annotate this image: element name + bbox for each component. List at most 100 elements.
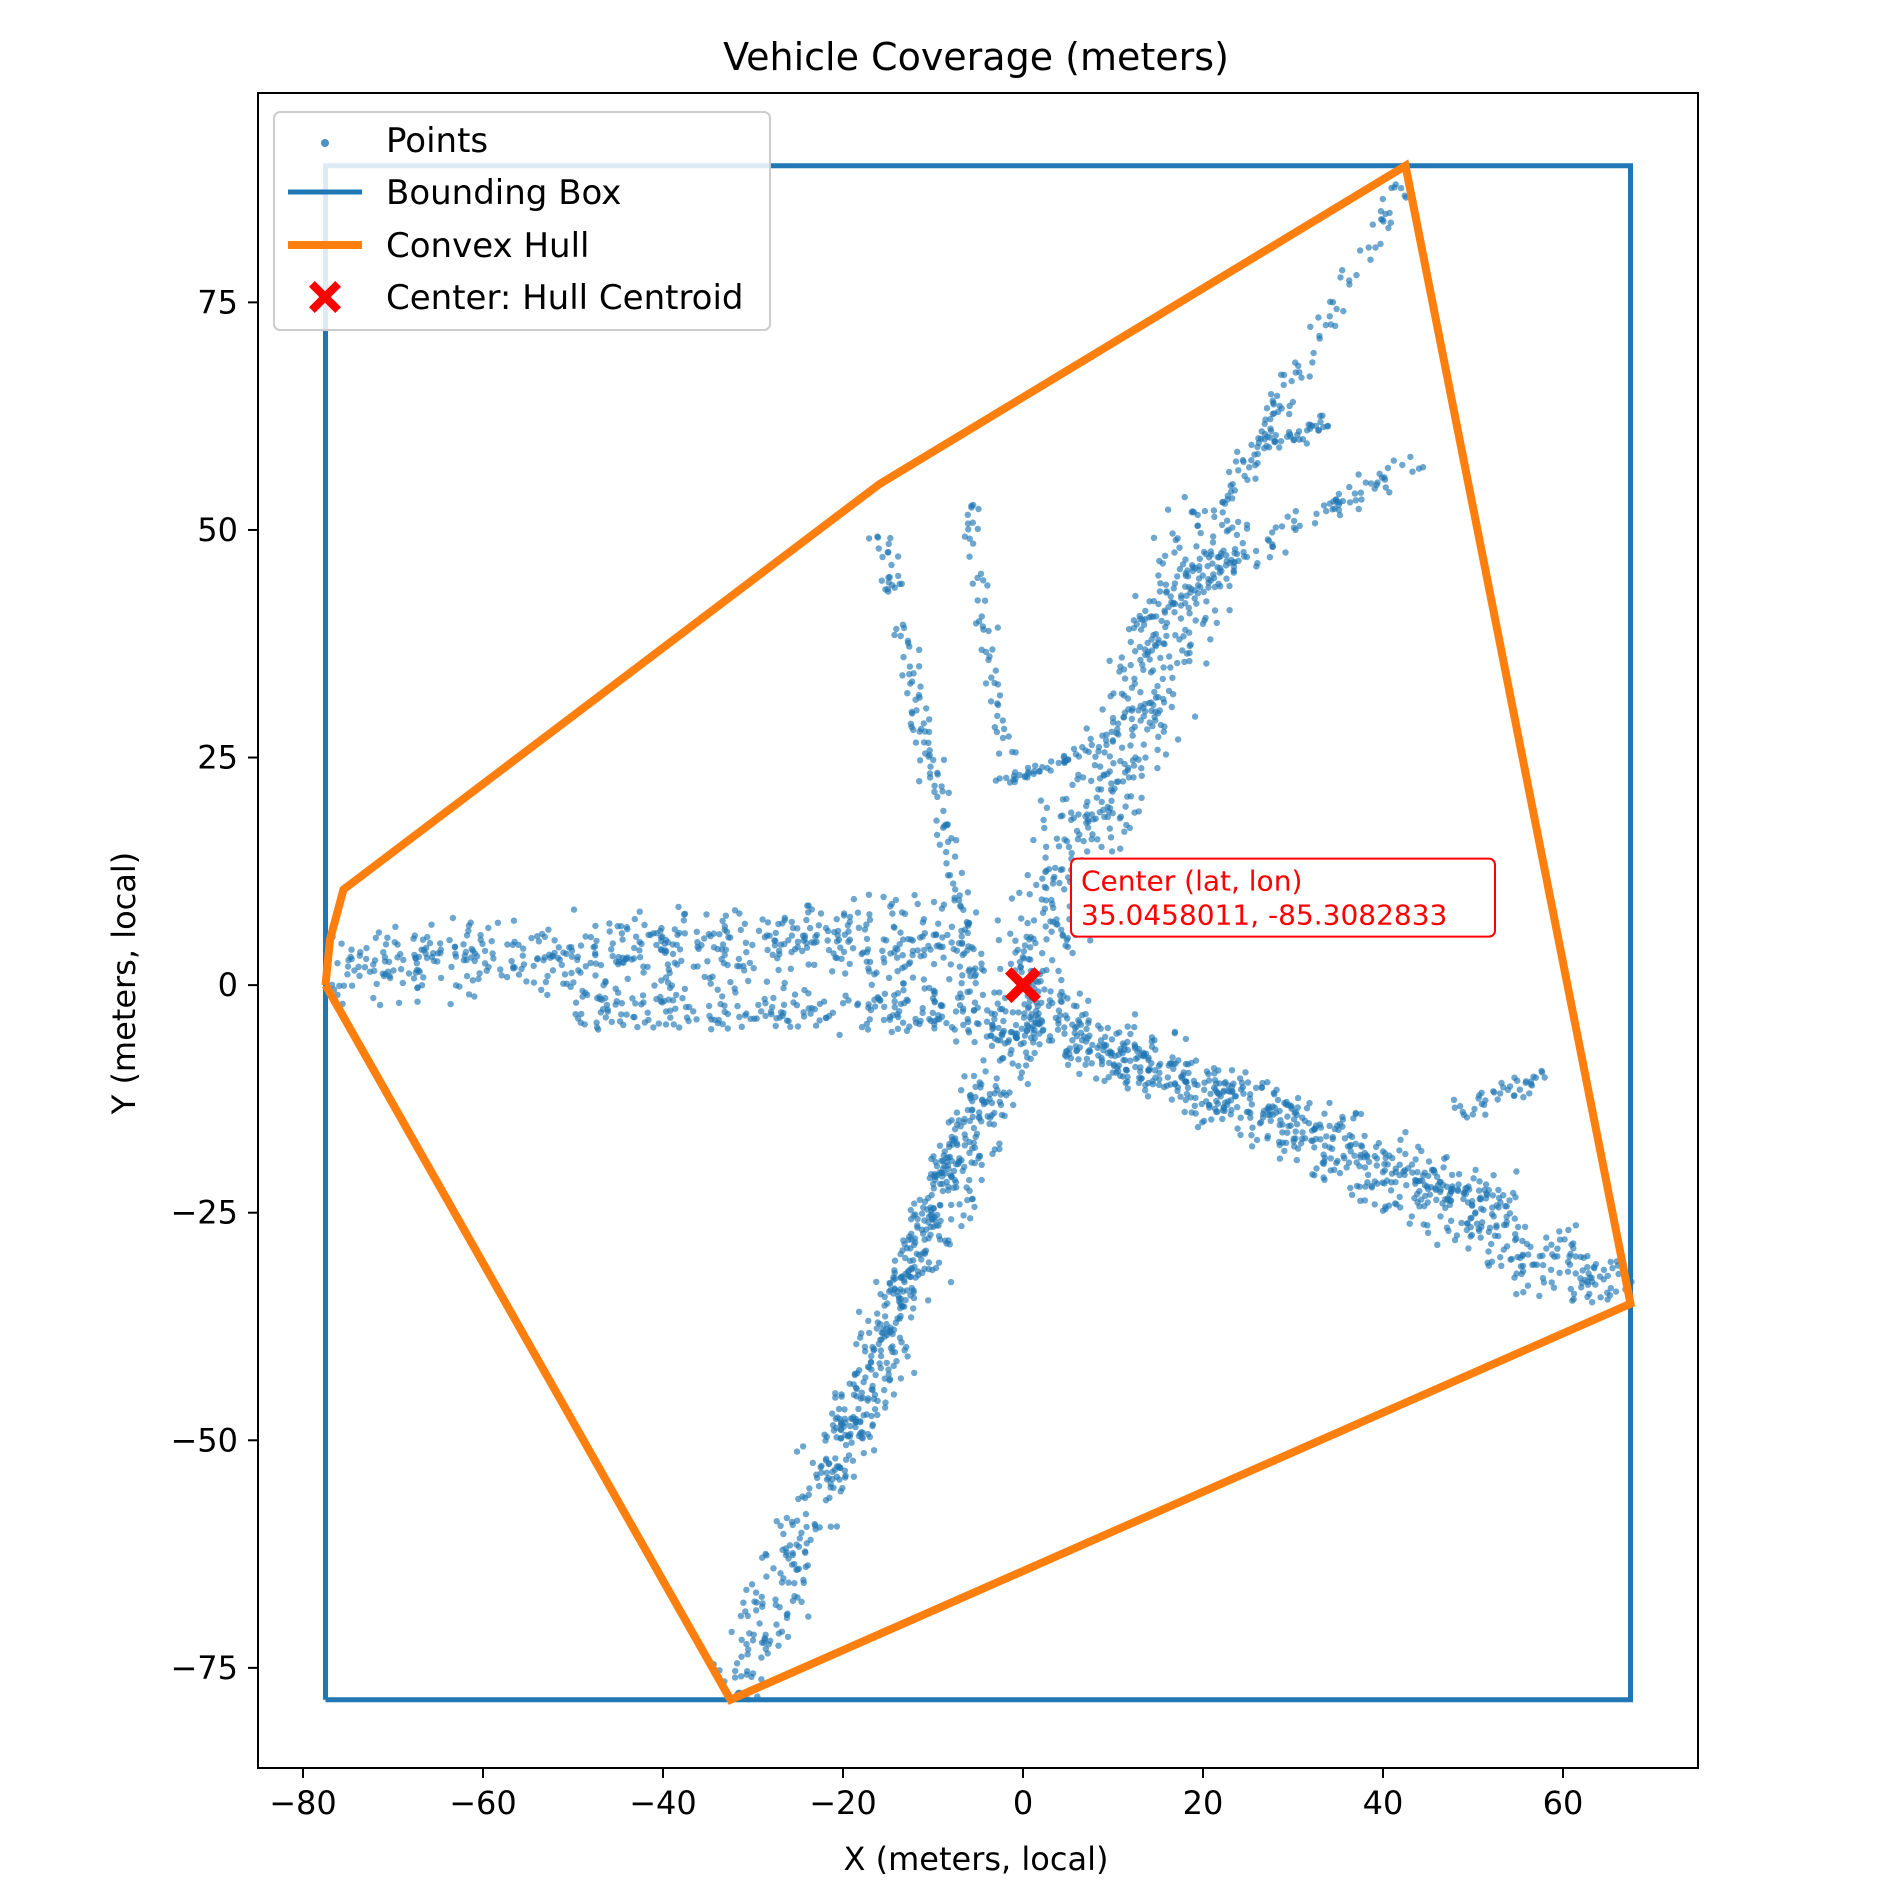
scatter-point [1020,948,1028,955]
scatter-point [1607,1284,1615,1292]
scatter-point [1042,868,1049,876]
scatter-point [912,739,920,746]
scatter-point [1425,1158,1433,1165]
scatter-point [951,1126,959,1133]
scatter-point [1151,641,1159,649]
scatter-point [1130,774,1137,781]
scatter-point [593,1019,600,1026]
scatter-point [334,960,341,967]
scatter-point [1144,639,1151,647]
scatter-point [885,540,892,548]
scatter-point [743,1671,750,1678]
scatter-point [1432,1185,1439,1192]
scatter-point [510,917,518,924]
scatter-point [978,613,985,620]
scatter-point [732,1667,739,1675]
scatter-point [995,1024,1002,1032]
scatter-point [1190,509,1198,516]
scatter-point [1239,456,1247,464]
scatter-point [1387,219,1395,226]
scatter-point [538,986,545,994]
scatter-point [1207,636,1214,643]
scatter-point [1042,897,1050,904]
scatter-point [1271,1091,1278,1098]
scatter-point [1606,1292,1614,1299]
scatter-point [755,927,763,934]
scatter-point [1134,1054,1141,1061]
scatter-point [1507,1256,1514,1263]
scatter-point [722,912,730,919]
scatter-point [1038,999,1045,1006]
scatter-point [400,956,407,964]
scatter-point [913,707,920,714]
scatter-point [1229,481,1236,488]
scatter-point [1497,1254,1504,1261]
scatter-point [560,980,567,987]
scatter-point [705,1002,713,1010]
scatter-point [451,943,458,951]
scatter-point [636,954,644,961]
scatter-point [541,954,548,961]
scatter-point [602,1014,609,1021]
scatter-point [1293,1156,1301,1164]
scatter-point [880,1016,888,1024]
scatter-point [1205,1070,1212,1078]
scatter-point [1269,529,1276,536]
scatter-point [1264,433,1271,440]
scatter-point [737,1612,745,1620]
scatter-point [1211,1070,1218,1077]
scatter-point [894,954,901,961]
scatter-point [914,1215,921,1223]
scatter-point [888,1028,895,1036]
scatter-point [811,961,818,968]
scatter-point [1367,480,1375,487]
scatter-point [869,1343,876,1351]
scatter-point [1041,905,1049,912]
scatter-point [1357,489,1365,496]
scatter-point [437,940,444,947]
scatter-point [1356,1183,1363,1190]
scatter-point [1368,1184,1376,1191]
scatter-point [1506,1083,1514,1090]
scatter-point [463,972,471,980]
scatter-point [891,1004,898,1011]
scatter-point [1339,497,1347,505]
scatter-point [953,947,961,954]
scatter-point [1149,1081,1157,1088]
scatter-point [1064,995,1071,1002]
scatter-point [1149,667,1157,674]
scatter-point [832,1390,839,1397]
scatter-point [1539,1261,1547,1269]
scatter-point [658,977,665,984]
scatter-point [1457,1102,1464,1110]
scatter-point [895,1295,903,1302]
scatter-point [561,971,569,978]
scatter-point [1387,1187,1395,1194]
scatter-point [1033,1007,1040,1015]
scatter-point [762,1012,769,1020]
scatter-point [1424,1222,1431,1229]
scatter-point [1589,1299,1596,1306]
scatter-point [1036,768,1043,775]
scatter-point [841,931,848,938]
scatter-point [1157,580,1164,587]
scatter-point [847,1415,855,1422]
scatter-point [1017,1074,1024,1082]
scatter-point [1114,778,1122,785]
scatter-point [1164,1074,1172,1081]
scatter-point [1182,583,1189,590]
scatter-point [1043,966,1050,974]
scatter-point [1476,1178,1483,1185]
scatter-point [920,720,927,727]
scatter-point [869,1422,876,1430]
scatter-point [1021,773,1029,781]
scatter-point [460,941,467,948]
scatter-point [918,1210,926,1217]
scatter-point [636,908,643,915]
scatter-point [972,909,980,916]
scatter-point [1470,1175,1477,1182]
scatter-point [1214,1108,1221,1115]
scatter-point [1229,495,1236,502]
scatter-point [858,1023,866,1031]
scatter-point [940,901,948,908]
